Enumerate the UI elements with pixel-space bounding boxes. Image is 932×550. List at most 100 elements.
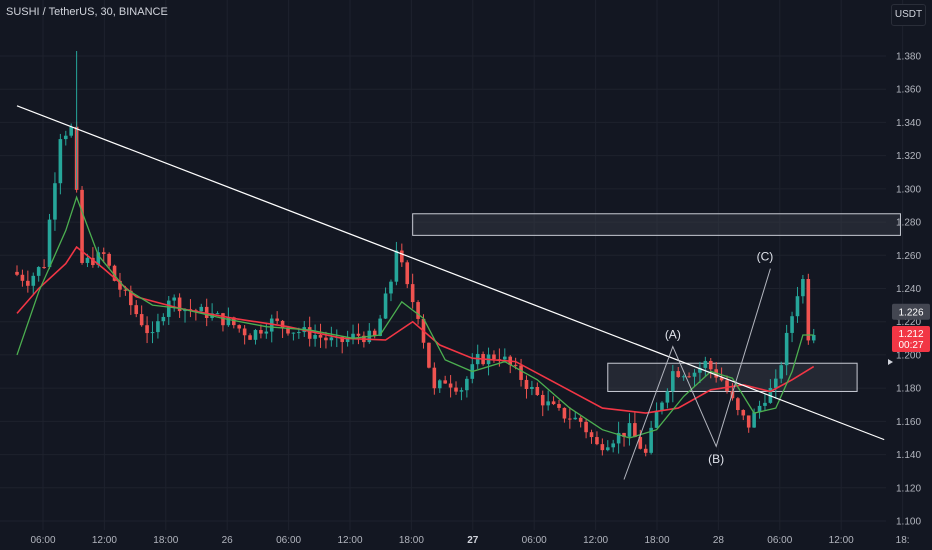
x-tick-label: 18:00 xyxy=(399,535,424,546)
y-tick-label: 1.160 xyxy=(896,417,921,428)
candle-body xyxy=(400,250,404,263)
candle-body xyxy=(676,371,681,377)
candle-body xyxy=(519,365,523,380)
candle-body xyxy=(199,306,204,312)
candle-body xyxy=(20,274,25,281)
candle-body xyxy=(112,265,117,281)
candle-body xyxy=(389,281,393,294)
candle-body xyxy=(427,342,431,368)
candle-body xyxy=(215,313,220,315)
candle-body xyxy=(741,410,746,416)
candle-body xyxy=(264,331,269,334)
candle-body xyxy=(96,252,101,266)
y-tick-label: 1.220 xyxy=(896,317,921,328)
candle-body xyxy=(779,365,784,379)
candle-body xyxy=(329,337,334,341)
level-price-text: 1.226 xyxy=(898,307,923,318)
x-tick-label: 06:00 xyxy=(522,535,547,546)
moving-averages xyxy=(16,195,815,439)
candle-body xyxy=(324,337,328,341)
scroll-marker-icon xyxy=(888,359,893,365)
candle-body xyxy=(589,432,594,438)
candle-body xyxy=(540,394,545,406)
candle-body xyxy=(166,300,171,317)
candle-body xyxy=(600,444,605,451)
candle-body xyxy=(568,418,572,420)
currency-unit-button[interactable]: USDT xyxy=(891,4,926,26)
candle-body xyxy=(611,443,615,448)
x-tick-label: 06:00 xyxy=(767,535,792,546)
candle-body xyxy=(378,318,382,336)
candle-body xyxy=(665,391,670,403)
y-tick-label: 1.180 xyxy=(896,384,921,395)
candle-body xyxy=(687,376,691,378)
candle-body xyxy=(708,360,713,370)
candle-body xyxy=(307,327,312,339)
ma-slow-line xyxy=(16,245,815,414)
candle-body xyxy=(432,367,437,389)
candle-body xyxy=(692,372,697,377)
candle-body xyxy=(31,275,36,286)
candle-body xyxy=(801,278,805,297)
candle-body xyxy=(47,219,52,268)
candle-body xyxy=(134,305,139,315)
last-price-text: 1.212 xyxy=(898,329,923,340)
candle-body xyxy=(36,267,41,276)
candle-body xyxy=(80,189,84,263)
candle-body xyxy=(156,321,160,333)
x-tick-label: 18: xyxy=(896,535,910,546)
y-tick-label: 1.200 xyxy=(896,350,921,361)
candle-body xyxy=(584,421,588,433)
y-tick-label: 1.140 xyxy=(896,450,921,461)
candle-body xyxy=(454,387,458,392)
trendline xyxy=(16,105,885,441)
candle-body xyxy=(573,417,578,420)
candle-body xyxy=(248,335,252,340)
candle-body xyxy=(633,423,637,438)
symbol-title[interactable]: SUSHI / TetherUS, 30, BINANCE xyxy=(6,6,168,18)
candle-body xyxy=(784,332,789,366)
candle-body xyxy=(161,316,166,322)
candle-body xyxy=(763,402,767,406)
candle-body xyxy=(129,290,133,306)
candle-body xyxy=(410,284,415,303)
x-tick-label: 12:00 xyxy=(337,535,362,546)
candle-body xyxy=(356,333,361,336)
y-tick-label: 1.340 xyxy=(896,118,921,129)
y-tick-label: 1.280 xyxy=(896,218,921,229)
candle-body xyxy=(340,336,344,343)
candle-body xyxy=(671,371,675,392)
candle-body xyxy=(123,289,128,291)
candle-body xyxy=(42,267,46,269)
wave-label: (B) xyxy=(708,452,724,466)
x-tick-label: 06:00 xyxy=(30,535,55,546)
candle-body xyxy=(524,379,529,389)
candle-body xyxy=(226,317,231,326)
candle-body xyxy=(774,378,778,388)
candle-body xyxy=(746,415,751,428)
wave-label: (A) xyxy=(665,327,681,341)
candle-body xyxy=(437,380,442,389)
x-tick-label: 12:00 xyxy=(92,535,117,546)
x-tick-label: 26 xyxy=(222,535,234,546)
x-tick-label: 28 xyxy=(713,535,725,546)
candle-body xyxy=(416,302,420,319)
price-axis[interactable]: 1.380 1.360 1.340 1.320 1.300 1.280 1.260 1.240… xyxy=(896,52,921,528)
candle-body xyxy=(259,330,263,334)
candle-body xyxy=(725,380,729,391)
candle-body xyxy=(616,432,621,444)
candle-body xyxy=(237,325,242,329)
candle-body xyxy=(578,417,583,422)
countdown-text: 00:27 xyxy=(898,340,923,351)
candle-body xyxy=(15,271,19,275)
drawings-layer[interactable] xyxy=(16,105,885,480)
candle-body xyxy=(221,313,225,326)
candle-body xyxy=(643,448,648,453)
y-tick-label: 1.360 xyxy=(896,85,921,96)
candle-body xyxy=(101,252,106,254)
candle-body xyxy=(757,405,762,413)
candle-body xyxy=(546,401,550,406)
time-axis[interactable]: 06:00 12:00 18:00 26 06:00 12:00 18:00 27 06:00 1… xyxy=(30,535,909,546)
